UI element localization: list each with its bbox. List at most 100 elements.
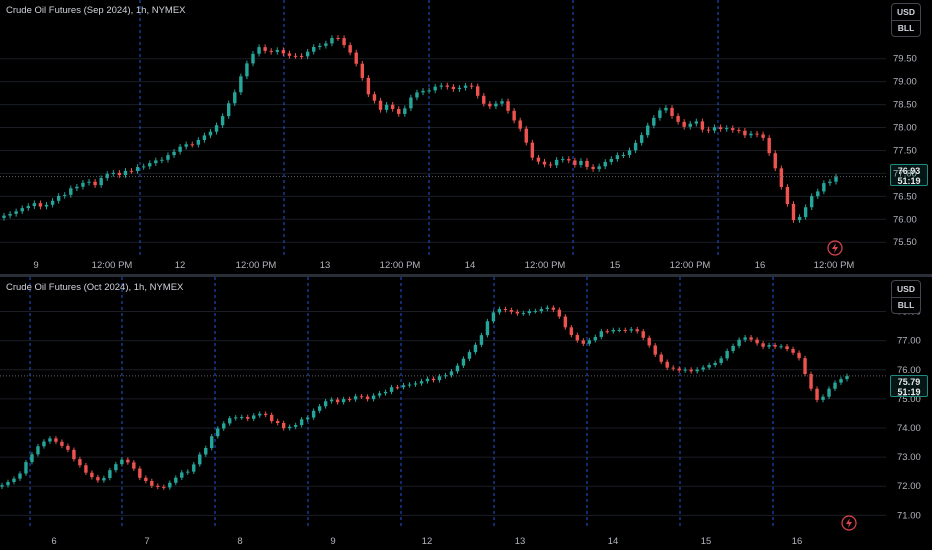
candle-body xyxy=(431,378,436,381)
candle-body xyxy=(455,365,460,372)
candle-body xyxy=(413,383,418,385)
candle-body xyxy=(178,146,182,152)
candle-body xyxy=(467,352,472,359)
candle-body xyxy=(32,203,37,207)
price-axis-label: 79.50 xyxy=(893,54,917,65)
candle-body xyxy=(397,108,401,114)
candle-body xyxy=(54,438,58,442)
pane-divider[interactable] xyxy=(0,274,932,277)
candle-body xyxy=(138,468,142,478)
candle-body xyxy=(318,45,322,47)
candle-body xyxy=(737,130,741,132)
candle-body xyxy=(561,159,565,161)
candle-body xyxy=(773,345,777,347)
candle-body xyxy=(443,375,448,377)
symbol-title[interactable]: Crude Oil Futures (Sep 2024), 1h, NYMEX xyxy=(6,5,186,16)
candle-body xyxy=(48,438,52,442)
price-axis-label: 75.00 xyxy=(897,394,921,405)
candle-body xyxy=(0,485,4,487)
candle-body xyxy=(803,207,808,217)
candle-body xyxy=(81,182,85,187)
candle-body xyxy=(839,379,843,383)
price-axis-label: 74.00 xyxy=(897,423,921,434)
candle-body xyxy=(530,142,535,158)
candle-body xyxy=(461,358,466,366)
candle-body xyxy=(6,481,10,486)
last-price-value: 76.93 xyxy=(897,166,921,176)
candle-body xyxy=(172,151,176,156)
candle-body xyxy=(311,410,316,418)
candle-body xyxy=(503,309,508,311)
chart-pane-sep[interactable]: 79.50 79.00 78.50 78.00 77.50 77.00 76.50 76.00… xyxy=(0,0,932,274)
candle-body xyxy=(234,417,238,419)
symbol-title[interactable]: Crude Oil Futures (Oct 2024), 1h, NYMEX xyxy=(6,282,184,293)
candle-body xyxy=(785,186,790,205)
candle-body xyxy=(803,358,807,375)
candle-body xyxy=(324,43,328,46)
candle-body xyxy=(93,181,97,186)
candle-body xyxy=(821,396,825,400)
candle-body xyxy=(66,445,70,450)
candle-body xyxy=(485,321,490,336)
time-axis-label: 12:00 PM xyxy=(670,260,711,271)
candle-body xyxy=(275,421,280,424)
candle-body xyxy=(20,208,24,212)
candle-body xyxy=(99,178,103,186)
candle-body xyxy=(359,396,364,398)
candle-body xyxy=(84,465,88,473)
candle-body xyxy=(192,464,196,472)
candlestick-chart-sep[interactable]: 79.50 79.00 78.50 78.00 77.50 77.00 76.50 76.00… xyxy=(0,0,932,274)
candle-body xyxy=(791,349,795,353)
candle-body xyxy=(670,107,674,116)
candlestick-chart-oct[interactable]: 78.0077.0076.0075.0074.0073.0072.0071.00… xyxy=(0,277,932,550)
candle-body xyxy=(743,337,747,340)
lightning-icon[interactable] xyxy=(841,515,857,531)
candle-body xyxy=(554,159,559,166)
currency-label: USD xyxy=(897,284,915,294)
candle-body xyxy=(228,418,232,424)
candle-body xyxy=(761,134,765,138)
candle-body xyxy=(773,153,777,169)
candle-body xyxy=(312,46,316,52)
candle-body xyxy=(639,135,644,143)
candle-body xyxy=(677,368,681,371)
candle-body xyxy=(252,415,256,419)
candle-body xyxy=(664,107,668,111)
lightning-icon[interactable] xyxy=(827,240,843,256)
currency-unit-button[interactable]: USD BLL xyxy=(891,280,921,314)
candle-body xyxy=(275,50,279,52)
currency-unit-button[interactable]: USD BLL xyxy=(891,3,921,37)
candle-body xyxy=(591,166,595,170)
candle-body xyxy=(111,172,116,174)
candle-body xyxy=(257,413,262,416)
candle-body xyxy=(749,337,753,340)
candle-body xyxy=(239,76,243,93)
candle-body xyxy=(567,159,571,161)
candle-body xyxy=(609,158,613,162)
price-axis-label: 71.00 xyxy=(897,510,921,521)
time-axis-label: 7 xyxy=(144,536,149,547)
time-axis-label: 9 xyxy=(330,536,335,547)
candle-body xyxy=(168,482,172,488)
bar-countdown: 51:19 xyxy=(897,176,921,186)
candle-body xyxy=(287,426,292,429)
candle-body xyxy=(317,406,322,411)
bar-countdown: 51:19 xyxy=(897,387,921,397)
unit-separator xyxy=(892,297,920,298)
candle-body xyxy=(220,116,225,126)
candle-body xyxy=(437,376,442,381)
last-price-value: 75.79 xyxy=(897,377,921,387)
unit-label: BLL xyxy=(897,300,915,310)
candle-body xyxy=(14,211,18,214)
candle-body xyxy=(365,396,370,400)
candle-body xyxy=(281,423,286,429)
candle-body xyxy=(605,331,609,333)
candle-body xyxy=(180,472,184,478)
chart-pane-oct[interactable]: 78.0077.0076.0075.0074.0073.0072.0071.00… xyxy=(0,277,932,550)
price-axis-label: 77.00 xyxy=(893,168,917,179)
candle-body xyxy=(50,200,55,205)
candle-body xyxy=(500,101,504,104)
candle-body xyxy=(597,166,601,170)
candle-body xyxy=(621,154,626,156)
candle-body xyxy=(743,130,747,136)
